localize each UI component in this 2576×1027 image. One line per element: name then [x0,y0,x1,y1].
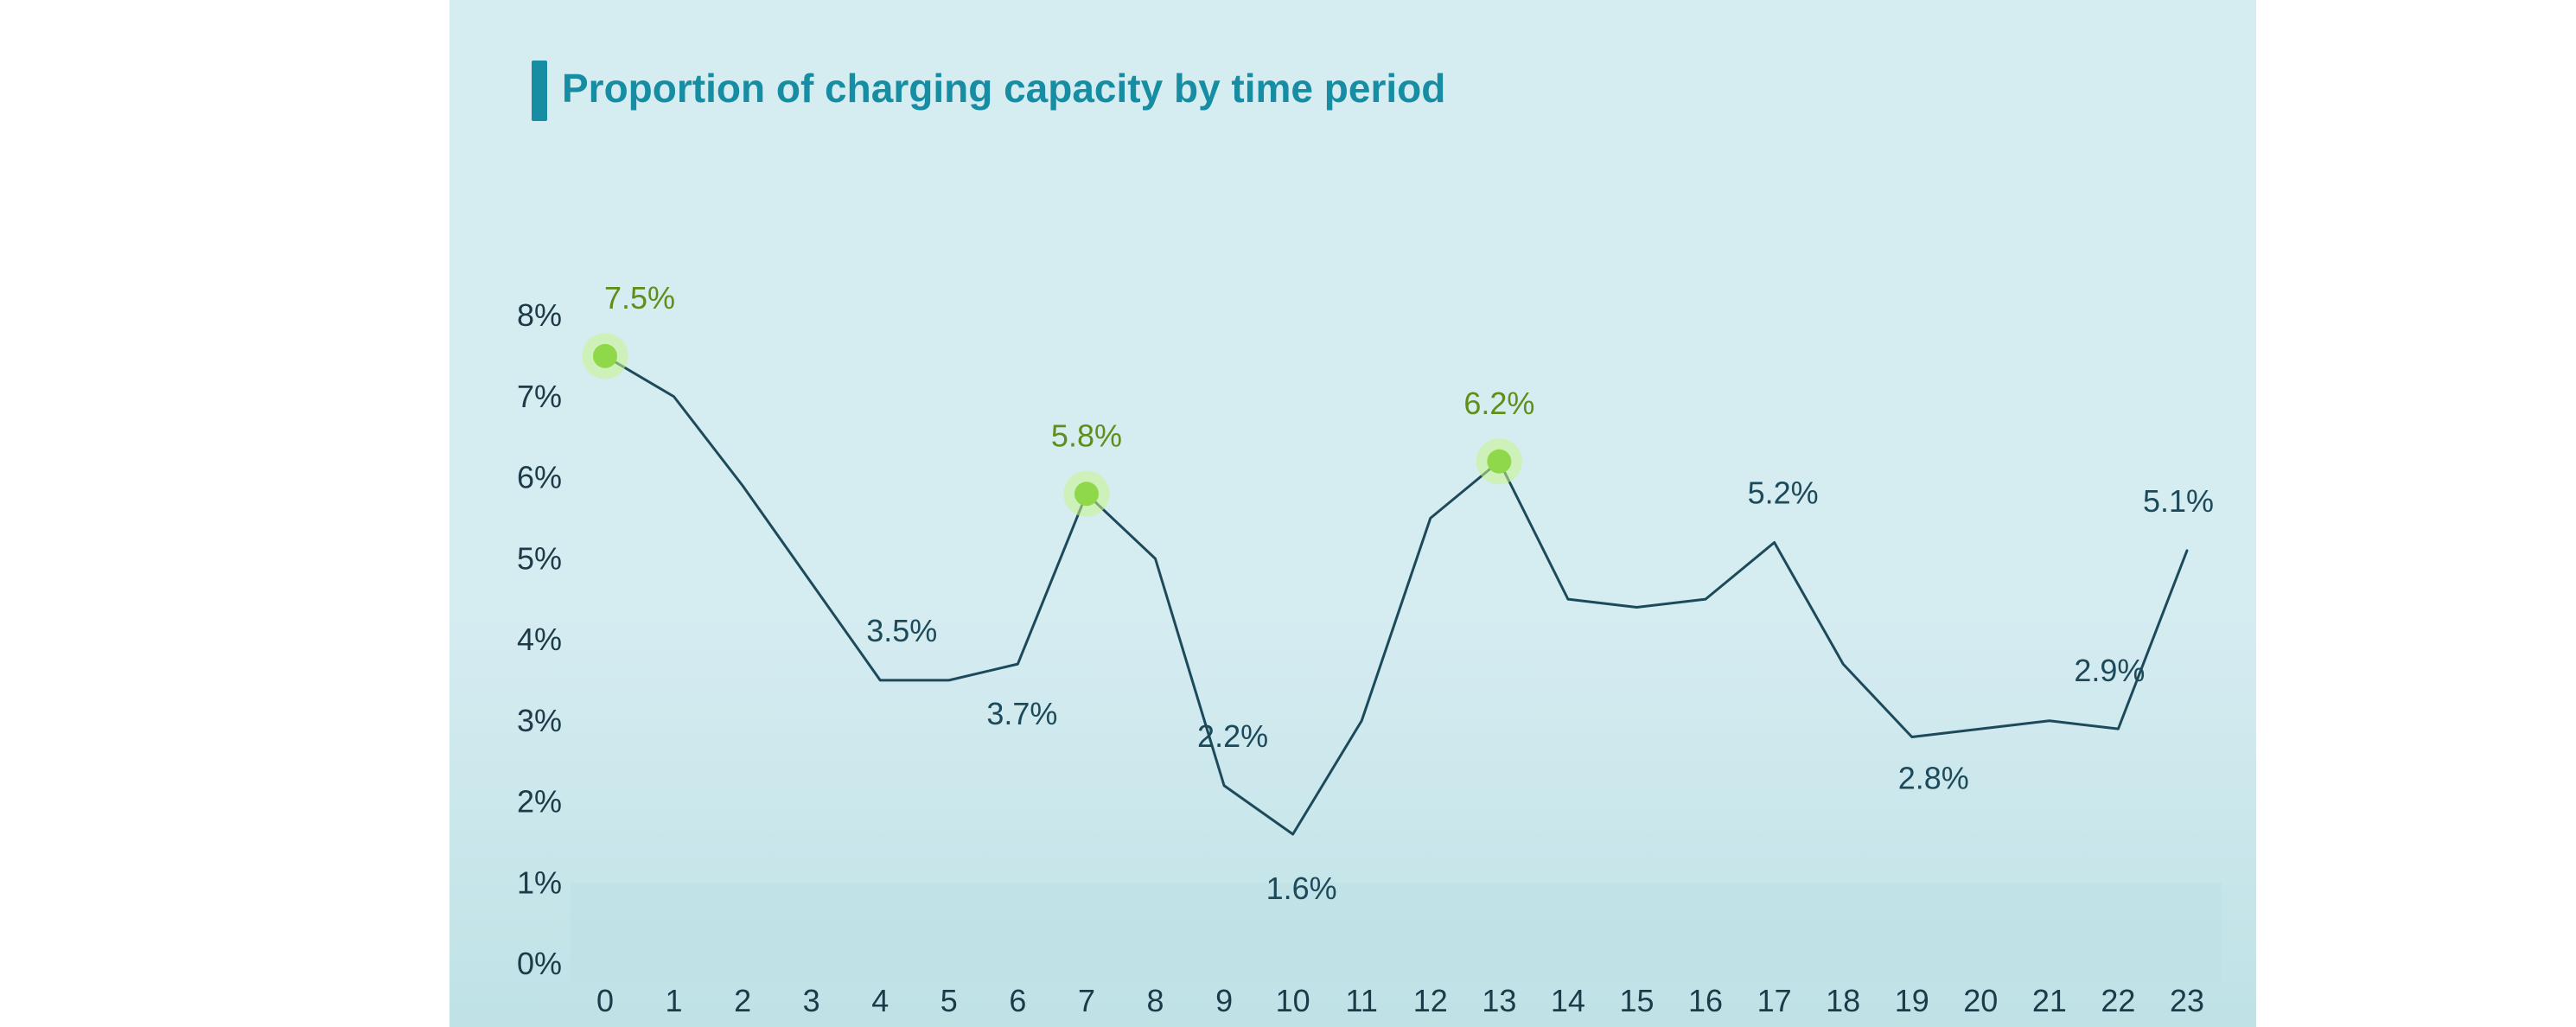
x-tick-label: 12 [1413,983,1448,1018]
data-label: 5.1% [2143,483,2214,519]
x-tick-label: 15 [1619,983,1654,1018]
floor-band [571,883,2222,981]
data-label-highlight: 5.8% [1051,418,1122,453]
x-tick-label: 22 [2101,983,2135,1018]
data-label-highlight: 6.2% [1463,386,1534,421]
x-tick-label: 2 [734,983,751,1018]
highlight-dot [1487,450,1511,474]
x-tick-label: 9 [1215,983,1233,1018]
data-label-highlight: 7.5% [604,280,675,316]
x-tick-label: 18 [1826,983,1860,1018]
x-tick-label: 5 [940,983,958,1018]
x-tick-label: 6 [1009,983,1026,1018]
x-tick-label: 17 [1757,983,1792,1018]
x-tick-label: 21 [2032,983,2067,1018]
y-tick-label: 0% [517,946,562,981]
x-tick-label: 13 [1482,983,1516,1018]
data-label: 3.5% [866,613,937,648]
data-label: 2.9% [2074,653,2145,688]
data-label: 1.6% [1266,871,1337,906]
highlight-dot [593,344,617,368]
x-tick-label: 8 [1147,983,1164,1018]
y-tick-label: 8% [517,297,562,333]
y-tick-label: 6% [517,460,562,495]
y-tick-label: 4% [517,622,562,657]
x-tick-label: 16 [1688,983,1723,1018]
y-tick-label: 3% [517,703,562,738]
x-tick-label: 23 [2170,983,2204,1018]
data-label: 2.8% [1898,761,1969,796]
data-label: 2.2% [1197,718,1268,754]
y-tick-label: 7% [517,379,562,414]
y-tick-label: 5% [517,540,562,576]
x-tick-label: 10 [1276,983,1310,1018]
x-tick-label: 7 [1078,983,1095,1018]
y-tick-label: 2% [517,784,562,820]
data-label: 5.2% [1748,475,1819,511]
x-tick-label: 3 [803,983,820,1018]
x-tick-label: 19 [1895,983,1929,1018]
x-tick-label: 4 [871,983,889,1018]
y-tick-label: 1% [517,864,562,900]
x-tick-label: 0 [596,983,614,1018]
data-label: 3.7% [986,696,1057,731]
line-chart: 0%1%2%3%4%5%6%7%8%0123456789101112131415… [0,0,2576,1027]
highlight-dot [1074,482,1099,506]
x-tick-label: 14 [1551,983,1585,1018]
x-tick-label: 20 [1963,983,1998,1018]
x-tick-label: 11 [1346,983,1378,1018]
x-tick-label: 1 [666,983,683,1018]
